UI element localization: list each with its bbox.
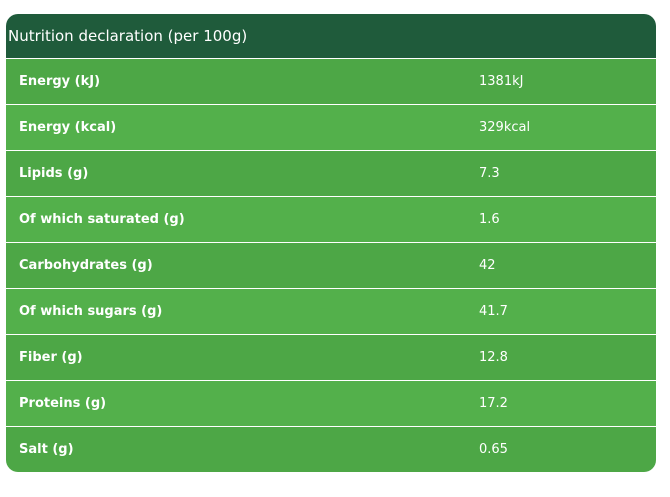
row-label: Lipids (g)	[19, 166, 89, 181]
row-value: 1.6	[479, 212, 500, 227]
row-value: 7.3	[479, 166, 500, 181]
row-value: 0.65	[479, 442, 508, 457]
table-row: Proteins (g) 17.2	[6, 380, 656, 426]
table-row: Fiber (g) 12.8	[6, 334, 656, 380]
row-label: Salt (g)	[19, 442, 74, 457]
row-value: 329kcal	[479, 120, 531, 135]
row-label: Of which sugars (g)	[19, 304, 163, 319]
table-row: Of which saturated (g) 1.6	[6, 196, 656, 242]
row-label: Energy (kcal)	[19, 120, 117, 135]
table-row: Of which sugars (g) 41.7	[6, 288, 656, 334]
table-body: Energy (kJ) 1381kJ Energy (kcal) 329kcal Lip…	[6, 58, 656, 472]
table-row: Lipids (g) 7.3	[6, 150, 656, 196]
row-label: Fiber (g)	[19, 350, 83, 365]
nutrition-table: Nutrition declaration (per 100g) Energy …	[6, 14, 656, 472]
table-row: Salt (g) 0.65	[6, 426, 656, 472]
row-label: Of which saturated (g)	[19, 212, 185, 227]
row-value: 12.8	[479, 350, 508, 365]
table-row: Energy (kcal) 329kcal	[6, 104, 656, 150]
row-label: Carbohydrates (g)	[19, 258, 153, 273]
row-value: 17.2	[479, 396, 508, 411]
row-value: 41.7	[479, 304, 508, 319]
table-title: Nutrition declaration (per 100g)	[6, 14, 656, 58]
table-row: Energy (kJ) 1381kJ	[6, 58, 656, 104]
row-value: 42	[479, 258, 496, 273]
row-label: Proteins (g)	[19, 396, 107, 411]
row-value: 1381kJ	[479, 74, 524, 89]
row-label: Energy (kJ)	[19, 74, 101, 89]
table-row: Carbohydrates (g) 42	[6, 242, 656, 288]
